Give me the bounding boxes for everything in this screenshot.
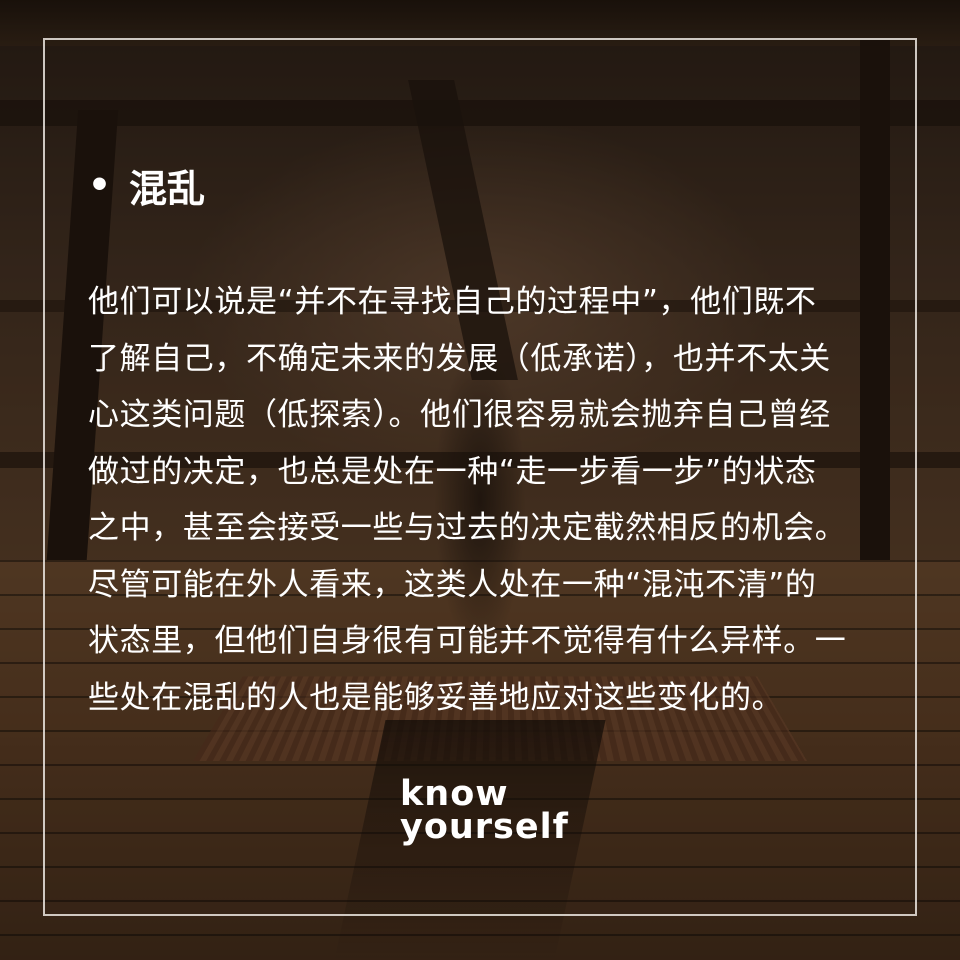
body-paragraph: 他们可以说是“并不在寻找自己的过程中”，他们既不 了解自己，不确定未来的发展（低… [88,274,878,726]
wooden-post [860,40,890,620]
know-yourself-logo: know yourself [400,774,569,847]
bullet-icon: • [88,165,112,206]
section-heading: • 混乱 [88,158,205,213]
body-line: 做过的决定，也总是处在一种“走一步看一步”的状态 [88,453,817,490]
body-line: 心这类问题（低探索）。他们很容易就会抛弃自己曾经 [88,397,831,433]
roof-beam [0,100,960,126]
body-line: 之中，甚至会接受一些与过去的决定截然相反的机会。 [88,510,847,546]
body-line: 了解自己，不确定未来的发展（低承诺），也并不太关 [88,340,831,377]
seated-person-silhouette [420,300,540,700]
body-line: 尽管可能在外人看来，这类人处在一种“混沌不清”的 [88,566,817,603]
logo-line-2: yourself [400,807,569,847]
body-line: 状态里，但他们自身很有可能并不觉得有什么异样。一 [88,623,847,659]
logo-line-1: know [400,774,509,814]
body-line: 些处在混乱的人也是能够妥善地应对这些变化的。 [88,679,784,716]
heading-title: 混乱 [129,167,206,211]
body-line: 他们可以说是“并不在寻找自己的过程中”，他们既不 [88,284,817,320]
border-frame [43,38,917,916]
